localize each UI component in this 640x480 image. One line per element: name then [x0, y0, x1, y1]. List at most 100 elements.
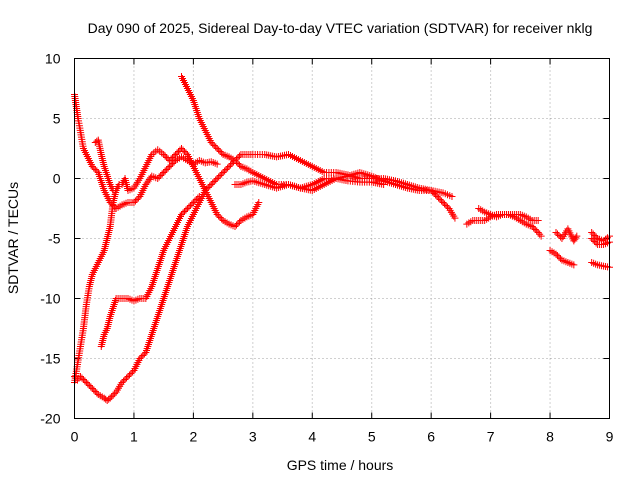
data-point [207, 139, 215, 146]
data-point [215, 146, 223, 154]
data-point [161, 152, 169, 160]
data-point [433, 193, 441, 200]
data-point [589, 236, 597, 244]
series-track-i [463, 211, 542, 228]
data-point [81, 377, 89, 385]
data-point [553, 230, 561, 238]
data-point [76, 373, 84, 380]
data-series [71, 73, 613, 404]
data-point [82, 379, 90, 386]
data-point [87, 383, 95, 391]
data-point [533, 227, 541, 235]
y-tick-label: -15 [40, 351, 60, 367]
data-point [133, 196, 141, 203]
data-point [427, 187, 435, 194]
data-point [161, 167, 169, 175]
data-point [78, 374, 86, 382]
data-point [232, 221, 240, 229]
data-point [136, 355, 144, 362]
x-tick-label: 7 [487, 429, 495, 445]
data-point [182, 206, 190, 214]
data-point [212, 143, 220, 151]
data-point [591, 232, 599, 239]
data-point [88, 385, 96, 392]
data-point [534, 217, 542, 224]
data-point [218, 170, 226, 178]
data-point [139, 352, 147, 359]
data-point [438, 197, 446, 205]
data-point [180, 148, 188, 155]
data-point [215, 212, 223, 220]
series-track-j [546, 247, 578, 269]
data-point [231, 157, 239, 164]
plot-frame [74, 58, 610, 419]
data-point [84, 380, 92, 388]
data-point [221, 167, 229, 175]
series-track-e [91, 136, 117, 194]
data-point [215, 173, 223, 181]
x-axis-label: GPS time / hours [287, 457, 394, 473]
data-point [167, 155, 175, 163]
data-point [169, 154, 177, 161]
data-point [186, 202, 194, 209]
data-point [172, 151, 180, 158]
data-point [173, 149, 181, 157]
data-point [552, 250, 560, 258]
data-point [435, 194, 443, 202]
x-tick-label: 1 [130, 429, 138, 445]
data-point [213, 175, 221, 182]
data-point [204, 184, 212, 191]
data-point [216, 148, 224, 155]
series-track-g [231, 169, 459, 222]
data-point [179, 146, 187, 154]
data-point [121, 376, 129, 383]
data-point [536, 230, 544, 238]
data-point [432, 191, 440, 199]
data-point [436, 196, 444, 203]
data-point [206, 182, 214, 190]
data-point [183, 205, 191, 212]
x-tick-label: 8 [546, 429, 554, 445]
data-point [570, 261, 578, 269]
data-point [91, 388, 99, 395]
data-point [191, 197, 199, 205]
data-point [166, 157, 174, 164]
y-tick-label: 5 [53, 111, 61, 127]
data-point [154, 175, 162, 182]
data-point [442, 202, 450, 209]
data-point [234, 160, 242, 167]
data-point [118, 379, 126, 386]
data-point [224, 164, 232, 172]
data-point [109, 391, 117, 399]
data-point [120, 377, 128, 385]
data-point [192, 196, 200, 203]
y-tick-label: -5 [48, 231, 61, 247]
data-point [235, 152, 243, 160]
data-point [185, 203, 193, 211]
data-point [528, 223, 536, 230]
x-tick-label: 6 [427, 429, 435, 445]
data-point [222, 166, 230, 173]
data-point [160, 151, 168, 158]
data-point [195, 193, 203, 200]
data-point [552, 229, 560, 236]
chart-title: Day 090 of 2025, Sidereal Day-to-day VTE… [88, 20, 593, 36]
data-point [573, 232, 581, 240]
data-point [555, 232, 563, 239]
data-point [213, 160, 221, 168]
x-tick-label: 5 [368, 429, 376, 445]
data-point [212, 176, 220, 184]
data-point [180, 208, 188, 215]
data-point [179, 209, 187, 217]
series-track-l [588, 229, 613, 245]
series-track-k [552, 225, 581, 245]
data-point [163, 154, 171, 161]
data-point [178, 211, 185, 218]
data-point [91, 166, 99, 173]
data-point [210, 178, 218, 185]
data-point [123, 374, 131, 382]
data-point [451, 214, 459, 222]
